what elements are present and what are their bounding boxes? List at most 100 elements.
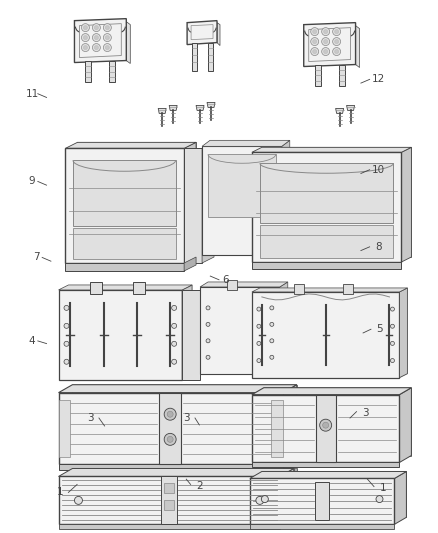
Circle shape [81,23,89,31]
Circle shape [261,496,268,503]
Circle shape [103,44,111,52]
Circle shape [206,322,210,326]
Circle shape [332,28,341,36]
Circle shape [324,30,328,34]
Polygon shape [184,142,196,263]
Polygon shape [59,464,283,471]
Polygon shape [202,147,282,255]
Polygon shape [260,163,393,223]
Circle shape [257,359,261,362]
Circle shape [64,341,69,346]
Bar [110,61,115,83]
Circle shape [83,36,88,39]
Circle shape [332,38,341,46]
Circle shape [321,38,330,46]
Bar [208,43,212,70]
Polygon shape [252,262,401,269]
Circle shape [311,47,319,55]
Circle shape [164,408,176,420]
Circle shape [321,47,330,55]
Polygon shape [346,106,355,110]
Text: 3: 3 [87,413,93,423]
Polygon shape [401,147,411,262]
Circle shape [257,307,261,311]
Circle shape [81,44,89,52]
Text: 3: 3 [183,413,190,423]
Circle shape [81,34,89,42]
Text: 8: 8 [375,242,381,252]
Circle shape [311,28,319,36]
Circle shape [95,46,99,50]
Circle shape [321,28,330,36]
Polygon shape [304,22,356,67]
Polygon shape [66,263,184,271]
Bar [164,500,174,510]
Circle shape [83,26,88,30]
Bar [339,64,345,86]
Circle shape [92,44,100,52]
Polygon shape [207,102,215,108]
Circle shape [256,496,264,504]
Polygon shape [187,21,217,45]
Polygon shape [59,524,280,529]
Polygon shape [260,225,393,258]
Circle shape [390,359,395,362]
Polygon shape [252,387,411,394]
Polygon shape [74,228,176,259]
Polygon shape [78,142,196,257]
Polygon shape [182,285,192,379]
Polygon shape [336,108,343,114]
Polygon shape [59,400,71,457]
Polygon shape [200,282,288,287]
Polygon shape [262,147,411,257]
Polygon shape [59,385,297,393]
Polygon shape [250,472,406,479]
Polygon shape [59,285,192,290]
Polygon shape [184,148,202,263]
Polygon shape [184,257,196,271]
Polygon shape [262,472,406,518]
Polygon shape [395,472,406,524]
Polygon shape [252,147,411,152]
Polygon shape [79,23,121,58]
Polygon shape [169,106,177,110]
Circle shape [257,324,261,328]
Polygon shape [282,140,290,255]
Text: 10: 10 [372,165,385,175]
Polygon shape [309,28,350,61]
Polygon shape [280,282,288,374]
Polygon shape [66,142,196,148]
Polygon shape [250,479,395,524]
Polygon shape [280,469,294,524]
Bar [343,284,353,294]
Polygon shape [252,152,401,262]
Polygon shape [202,142,214,263]
Circle shape [103,23,111,31]
Circle shape [376,496,383,503]
Circle shape [83,46,88,50]
Polygon shape [316,394,336,463]
Circle shape [206,339,210,343]
Circle shape [206,306,210,310]
Polygon shape [59,393,283,464]
Text: 5: 5 [376,324,383,334]
Polygon shape [202,140,290,147]
Polygon shape [182,290,200,379]
Bar [164,483,174,494]
Polygon shape [208,154,276,217]
Polygon shape [314,482,328,520]
Polygon shape [72,385,297,456]
Bar [133,282,145,294]
Circle shape [335,30,339,34]
Polygon shape [200,287,280,374]
Bar [191,43,197,70]
Text: 1: 1 [57,488,63,497]
Polygon shape [250,524,395,529]
Circle shape [390,307,395,311]
Circle shape [390,342,395,345]
Text: 7: 7 [33,253,40,262]
Circle shape [74,496,82,504]
Circle shape [64,305,69,310]
Polygon shape [161,477,177,524]
Circle shape [172,324,177,328]
